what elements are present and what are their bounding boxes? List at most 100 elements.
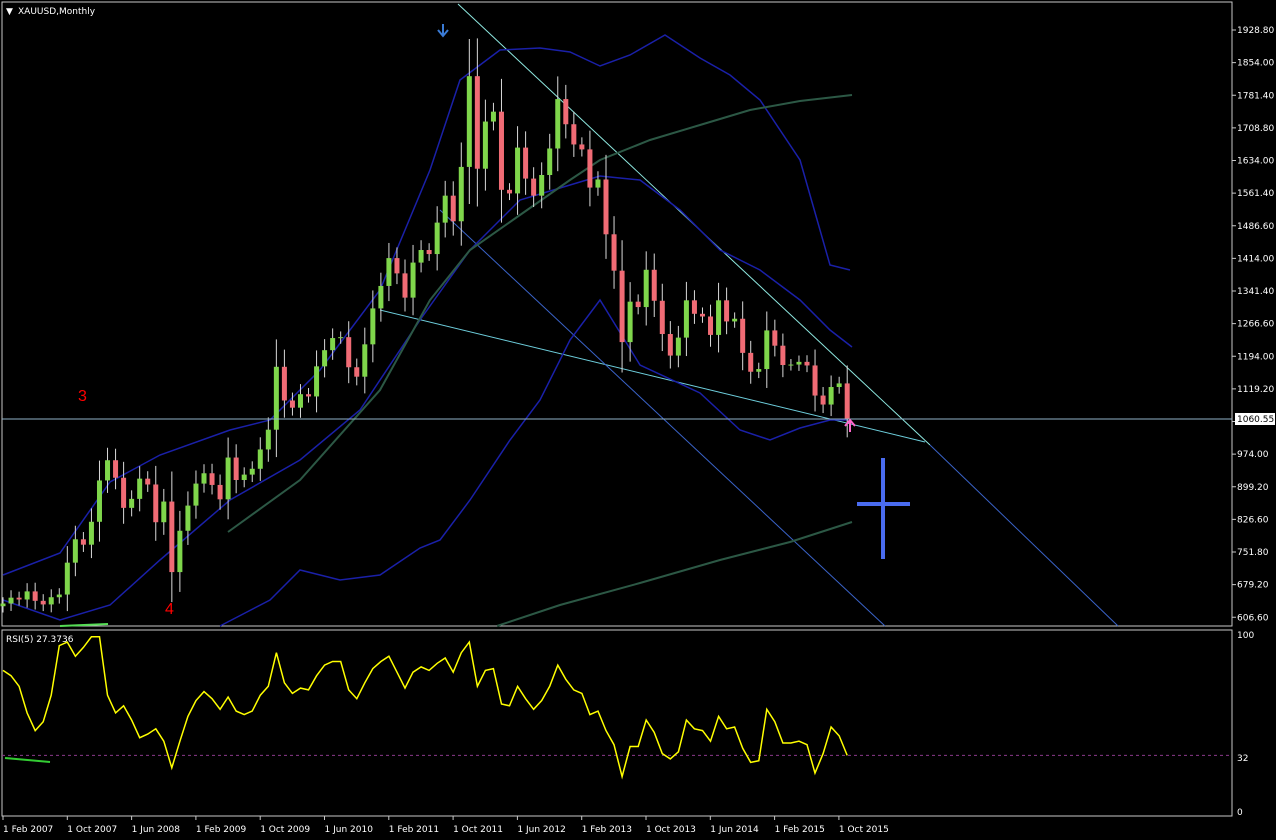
y-tick-label: 751.80 xyxy=(1237,548,1269,558)
candle-body xyxy=(571,124,577,145)
x-tick-label: 1 Oct 2009 xyxy=(260,825,310,835)
candle-body xyxy=(64,562,70,595)
candle-body xyxy=(587,149,593,188)
candle-body xyxy=(306,394,312,397)
y-tick-label: 1266.60 xyxy=(1237,320,1274,330)
candle-body xyxy=(185,505,191,531)
candle-body xyxy=(241,474,247,480)
candle-body xyxy=(225,457,231,500)
candle-body xyxy=(474,76,480,169)
y-tick-label: 1561.40 xyxy=(1237,189,1274,199)
candle-body xyxy=(796,361,802,365)
overlays xyxy=(2,3,1119,627)
candle-body xyxy=(137,478,143,499)
candle-body xyxy=(297,394,303,408)
candle-body xyxy=(410,262,416,298)
y-tick-label: 1634.00 xyxy=(1237,157,1274,167)
rsi-series xyxy=(2,636,1232,780)
candle-body xyxy=(289,400,295,408)
candle-body xyxy=(772,330,778,346)
trendline-upper-extension xyxy=(929,444,1119,627)
y-tick-label: 1341.40 xyxy=(1237,287,1274,297)
candle-body xyxy=(121,477,127,508)
candle-body xyxy=(651,269,657,301)
dropdown-glyph-icon[interactable]: ▼ xyxy=(6,7,13,17)
y-tick-label: 606.60 xyxy=(1237,613,1269,623)
candle-body xyxy=(531,178,537,196)
candle-body xyxy=(844,383,850,420)
candle-body xyxy=(539,174,545,196)
candle-body xyxy=(418,250,424,263)
y-tick-label: 899.20 xyxy=(1237,483,1269,493)
candle-body xyxy=(0,603,6,607)
bollinger-lower xyxy=(219,298,848,627)
candles xyxy=(0,38,850,613)
candle-body xyxy=(32,591,38,601)
bollinger-middle xyxy=(2,175,853,621)
candle-body xyxy=(780,345,786,366)
candle-body xyxy=(724,300,730,322)
candle-body xyxy=(788,364,794,366)
candle-body xyxy=(249,468,255,475)
current-price-tag xyxy=(1235,413,1275,425)
candle-body xyxy=(386,258,392,286)
candle-body xyxy=(756,369,762,372)
bollinger-upper xyxy=(2,34,851,576)
candle-body xyxy=(370,308,376,345)
candle-body xyxy=(88,521,94,545)
candle-body xyxy=(507,189,513,194)
candle-body xyxy=(378,285,384,309)
candle-body xyxy=(394,258,400,274)
candle-body xyxy=(56,594,62,598)
y-tick-label: 974.00 xyxy=(1237,450,1269,460)
candle-body xyxy=(659,300,665,335)
candle-body xyxy=(153,484,159,523)
candle-body xyxy=(732,318,738,322)
y-tick-label: 1194.00 xyxy=(1237,352,1274,362)
candle-body xyxy=(24,591,30,600)
wave-label-3: 3 xyxy=(78,388,87,405)
chart-title: XAUUSD,Monthly xyxy=(18,7,96,17)
candle-body xyxy=(748,352,754,372)
candle-body xyxy=(603,179,609,235)
candle-body xyxy=(129,498,135,508)
y-tick-label: 1781.40 xyxy=(1237,91,1274,101)
main-panel-frame xyxy=(1,1,1233,627)
x-tick-label: 1 Jun 2008 xyxy=(132,825,181,835)
candle-body xyxy=(169,501,175,573)
candle-body xyxy=(804,361,810,366)
candle-body xyxy=(96,480,102,522)
y-tick-label: 1708.80 xyxy=(1237,124,1274,134)
y-tick-label: 1119.20 xyxy=(1237,385,1274,395)
current-price-label: 1060.55 xyxy=(1237,415,1274,425)
candle-body xyxy=(80,539,86,545)
cross-marker-icon xyxy=(857,458,910,559)
candle-body xyxy=(466,76,472,167)
y-tick-label: 1414.00 xyxy=(1237,254,1274,264)
candle-body xyxy=(643,269,649,308)
axes: 1928.80 1854.00 1781.40 1708.80 1634.00 1561.… xyxy=(2,26,1274,835)
candle-body xyxy=(338,337,344,339)
x-tick-label: 1 Jun 2010 xyxy=(325,825,374,835)
candle-body xyxy=(330,338,336,351)
rsi-tick-label: 32 xyxy=(1237,754,1248,764)
x-tick-label: 1 Feb 2007 xyxy=(3,825,53,835)
x-tick-label: 1 Jun 2014 xyxy=(710,825,759,835)
long-ma-lower xyxy=(496,521,853,627)
candle-body xyxy=(48,597,54,605)
candle-body xyxy=(40,600,46,605)
candle-body xyxy=(482,121,488,169)
candle-body xyxy=(691,300,697,314)
candle-body xyxy=(547,148,553,175)
candle-body xyxy=(458,166,464,222)
candle-body xyxy=(16,597,22,600)
x-tick-label: 1 Feb 2011 xyxy=(389,825,439,835)
candle-body xyxy=(434,222,440,255)
candle-body xyxy=(490,111,496,122)
candle-body xyxy=(450,195,456,222)
candle-body xyxy=(442,195,448,223)
x-tick-label: 1 Feb 2009 xyxy=(196,825,247,835)
candle-body xyxy=(764,330,770,370)
x-tick-label: 1 Jun 2012 xyxy=(517,825,565,835)
